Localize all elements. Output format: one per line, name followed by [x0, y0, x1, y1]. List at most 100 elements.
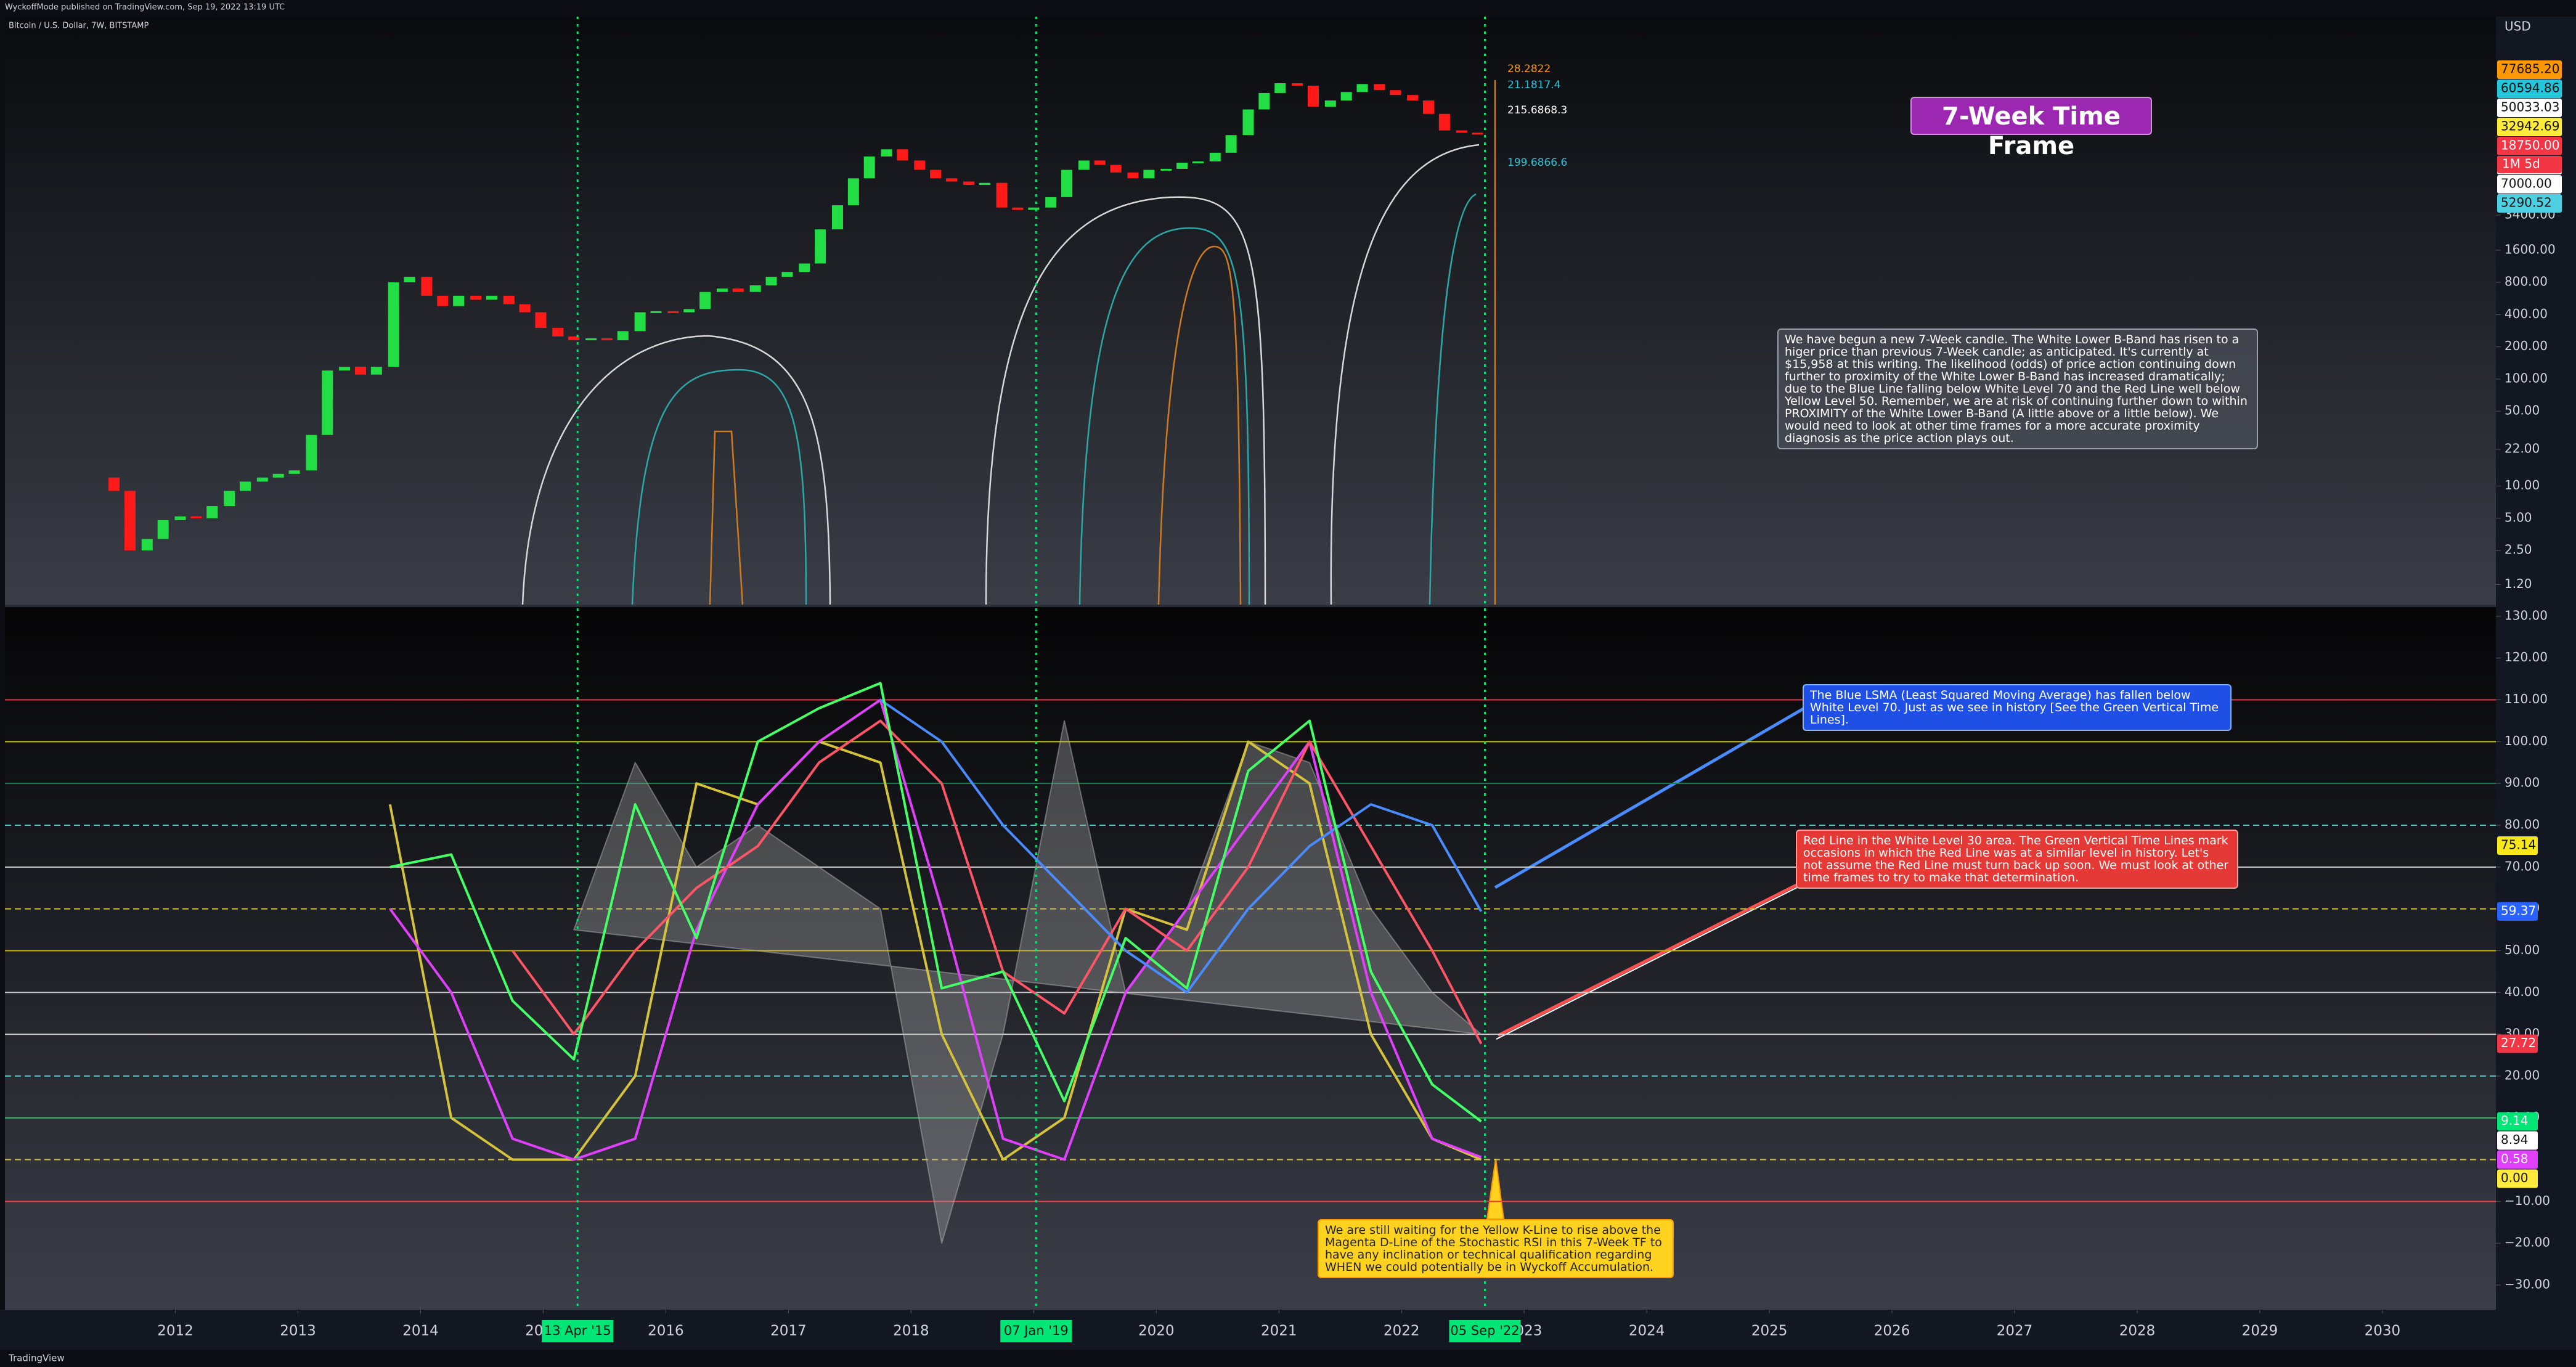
candle: [453, 295, 465, 306]
y-tick-label: 20.00: [2505, 1067, 2540, 1082]
candle: [141, 539, 153, 551]
candle: [552, 328, 564, 337]
candle: [963, 181, 974, 186]
candle: [799, 263, 810, 272]
time-marker-label: 13 Apr '15: [544, 1323, 611, 1338]
candle: [1094, 160, 1106, 165]
candle: [272, 473, 284, 478]
candle: [124, 491, 136, 551]
candle: [239, 481, 251, 491]
candle: [1274, 83, 1286, 93]
candle: [1374, 84, 1385, 91]
candle: [1307, 86, 1319, 107]
candle: [519, 304, 531, 312]
x-tick-label: 2014: [402, 1323, 439, 1339]
x-tick-label: 2026: [1874, 1323, 1910, 1339]
candle: [404, 277, 415, 283]
price-label-box: [2497, 836, 2538, 855]
footer-bar: [0, 1350, 2576, 1367]
candle: [765, 277, 777, 285]
y-tick-label: 110.00: [2505, 692, 2548, 706]
candle: [306, 435, 317, 471]
y-tick-label: 100.00: [2505, 370, 2548, 385]
candle: [1028, 207, 1040, 210]
time-marker-box: [1000, 1320, 1072, 1342]
symbol: Bitcoin / U.S. Dollar, 7W, BITSTAMP: [9, 22, 149, 31]
price-label-box: [2497, 80, 2562, 99]
price-label: 9.14: [2501, 1113, 2529, 1128]
yellow-note: We are still waiting for the Yellow K-Li…: [1318, 1219, 1674, 1278]
candle: [749, 285, 761, 292]
candle: [535, 312, 547, 328]
red-note: Red Line in the White Level 30 area. The…: [1796, 830, 2238, 889]
candle: [930, 169, 942, 179]
price-label: 5290.52: [2501, 195, 2552, 210]
y-tick-label: 50.00: [2505, 403, 2540, 418]
series-line: [879, 698, 1483, 994]
x-tick-label: 2020: [1138, 1323, 1175, 1339]
y-tick-label: 90.00: [2505, 775, 2540, 790]
candle: [190, 516, 202, 518]
candle: [108, 477, 120, 491]
price-label: 0.58: [2501, 1151, 2529, 1166]
candle: [979, 182, 990, 186]
candle: [815, 229, 826, 264]
candle: [601, 338, 613, 341]
candle: [699, 292, 711, 309]
y-tick-label: 1.20: [2505, 576, 2532, 591]
candle: [1407, 95, 1419, 101]
y-tick-label: −10.00: [2505, 1193, 2550, 1208]
blue-note: The Blue LSMA (Least Squared Moving Aver…: [1803, 684, 2232, 731]
y-tick-label: 120.00: [2505, 650, 2548, 664]
candle: [1438, 113, 1450, 131]
time-marker-box: [1449, 1320, 1521, 1342]
candle: [946, 178, 958, 182]
price-label-box: [2497, 99, 2562, 118]
countdown-box: [2497, 156, 2562, 174]
price-label: 8.94: [2501, 1132, 2529, 1147]
candle: [1176, 162, 1188, 169]
candle: [1340, 92, 1352, 101]
price-label-box: [2497, 1112, 2538, 1131]
price-label: 75.14: [2501, 837, 2536, 852]
candle: [1192, 161, 1204, 163]
candle: [437, 295, 449, 306]
candle: [486, 295, 497, 300]
candle: [503, 295, 515, 304]
y-tick-label: −20.00: [2505, 1235, 2550, 1250]
candle: [1242, 109, 1254, 136]
price-label-box: [2497, 175, 2562, 194]
candle: [1324, 100, 1336, 107]
candle: [1160, 168, 1172, 171]
area: [573, 720, 1482, 1244]
currency: USD: [2505, 19, 2531, 34]
candle: [206, 506, 218, 518]
x-tick-label: 2025: [1751, 1323, 1788, 1339]
annotation-arrows: [1486, 704, 1809, 1220]
candle: [1258, 92, 1270, 110]
price-label-box: [2497, 118, 2562, 137]
candle: [1292, 83, 1303, 86]
candle: [1422, 100, 1434, 114]
y-tick-label: 40.00: [2505, 984, 2540, 999]
candle: [1012, 207, 1024, 210]
candle: [996, 182, 1008, 208]
indicator-label: 28.2822: [1507, 63, 1551, 75]
time-marker-label: 05 Sep '22: [1450, 1323, 1519, 1338]
x-tick-label: 2027: [1997, 1323, 2033, 1339]
footer-brand: TradingView: [8, 1353, 65, 1364]
candle: [157, 520, 169, 539]
price-label-box: [2497, 194, 2562, 213]
price-label-box: [2497, 1034, 2538, 1053]
candle: [1143, 169, 1155, 179]
x-tick-label: 2029: [2242, 1323, 2278, 1339]
price-label: 59.37: [2501, 903, 2536, 918]
candle: [421, 277, 433, 296]
price-axis: [2496, 17, 2576, 1310]
analysis-note: We have begun a new 7-Week candle. The W…: [1777, 328, 2258, 449]
candle: [781, 272, 793, 277]
candle: [1209, 152, 1221, 161]
y-tick-label: 400.00: [2505, 306, 2548, 321]
price-label: 18750.00: [2501, 138, 2559, 153]
candle: [863, 156, 875, 179]
